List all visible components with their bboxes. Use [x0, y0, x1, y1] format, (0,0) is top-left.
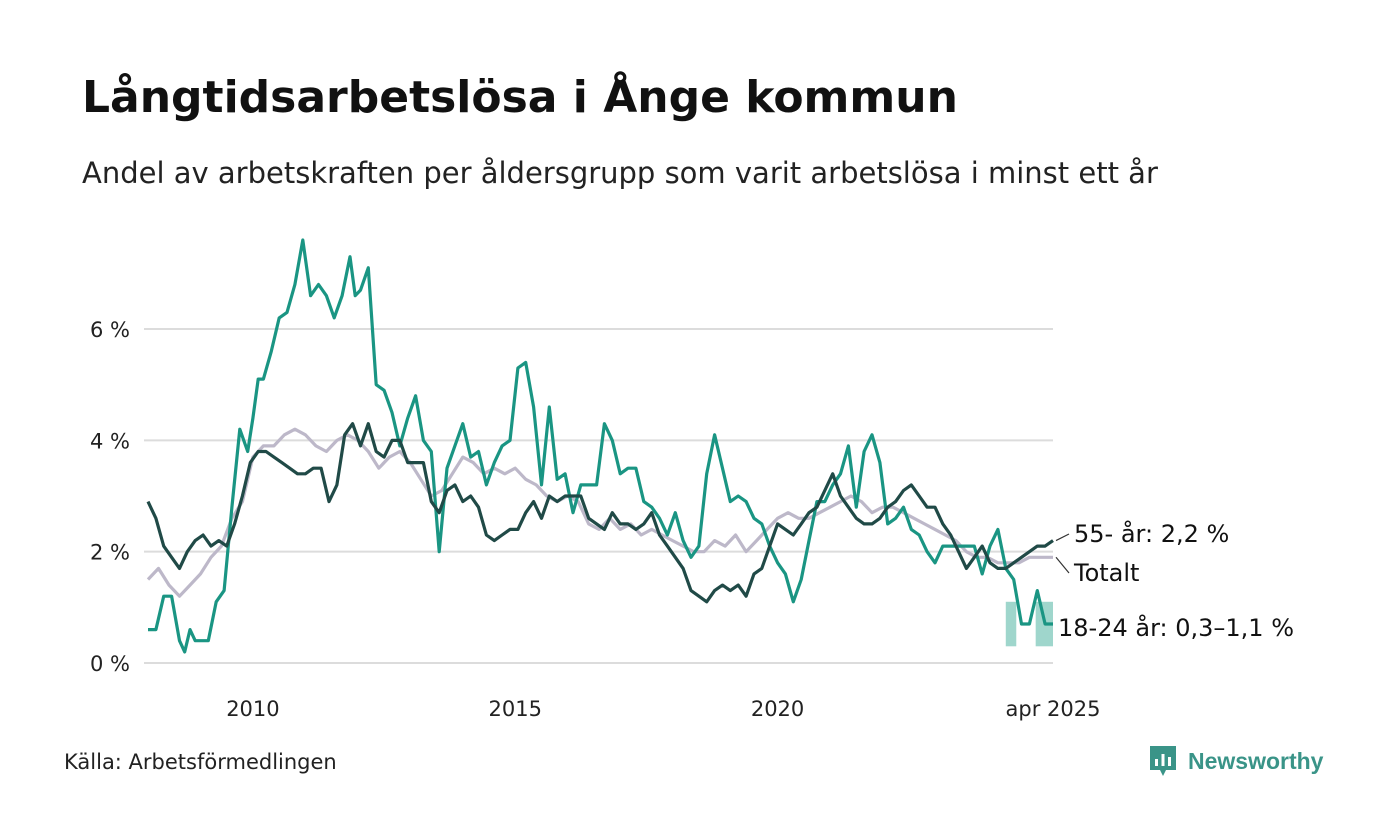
brand-name: Newsworthy [1188, 747, 1324, 774]
series-line-55-r [146, 422, 1054, 604]
chart-title: Långtidsarbetslösa i Ånge kommun [82, 72, 958, 123]
uncertainty-band-18-24 [1005, 601, 1017, 647]
end-labels: Totalt 18-24 år: 0,3–1,1 % 55- år: 2,2 % [1055, 519, 1294, 642]
brand-logo: Newsworthy [1148, 744, 1323, 778]
x-axis-tick-labels: 2010 2015 2020 apr 2025 [226, 697, 1100, 721]
leader-line [1055, 533, 1070, 542]
x-tick-label: 2015 [489, 697, 542, 721]
chart-subtitle: Andel av arbetskraften per åldersgrupp s… [82, 156, 1158, 190]
x-tick-label: apr 2025 [1006, 697, 1101, 721]
series-label-18-24-r: 18-24 år: 0,3–1,1 % [1058, 613, 1294, 642]
series-label-totalt: Totalt [1073, 559, 1139, 587]
gridlines [144, 328, 1053, 664]
x-tick-label: 2020 [751, 697, 804, 721]
y-tick-label: 2 % [90, 541, 130, 565]
source-note: Källa: Arbetsförmedlingen [64, 750, 337, 774]
leader-line [1055, 556, 1070, 574]
series-lines [146, 238, 1054, 654]
series-label-55-r: 55- år: 2,2 % [1074, 519, 1229, 548]
x-tick-label: 2010 [226, 697, 279, 721]
y-tick-label: 4 % [90, 429, 130, 453]
series-line-18-24-r [148, 238, 1053, 654]
bar-chart-logo-icon [1150, 746, 1176, 776]
y-tick-label: 6 % [90, 318, 130, 342]
y-axis-tick-labels: 0 % 2 % 4 % 6 % [90, 318, 130, 676]
y-tick-label: 0 % [90, 652, 130, 676]
